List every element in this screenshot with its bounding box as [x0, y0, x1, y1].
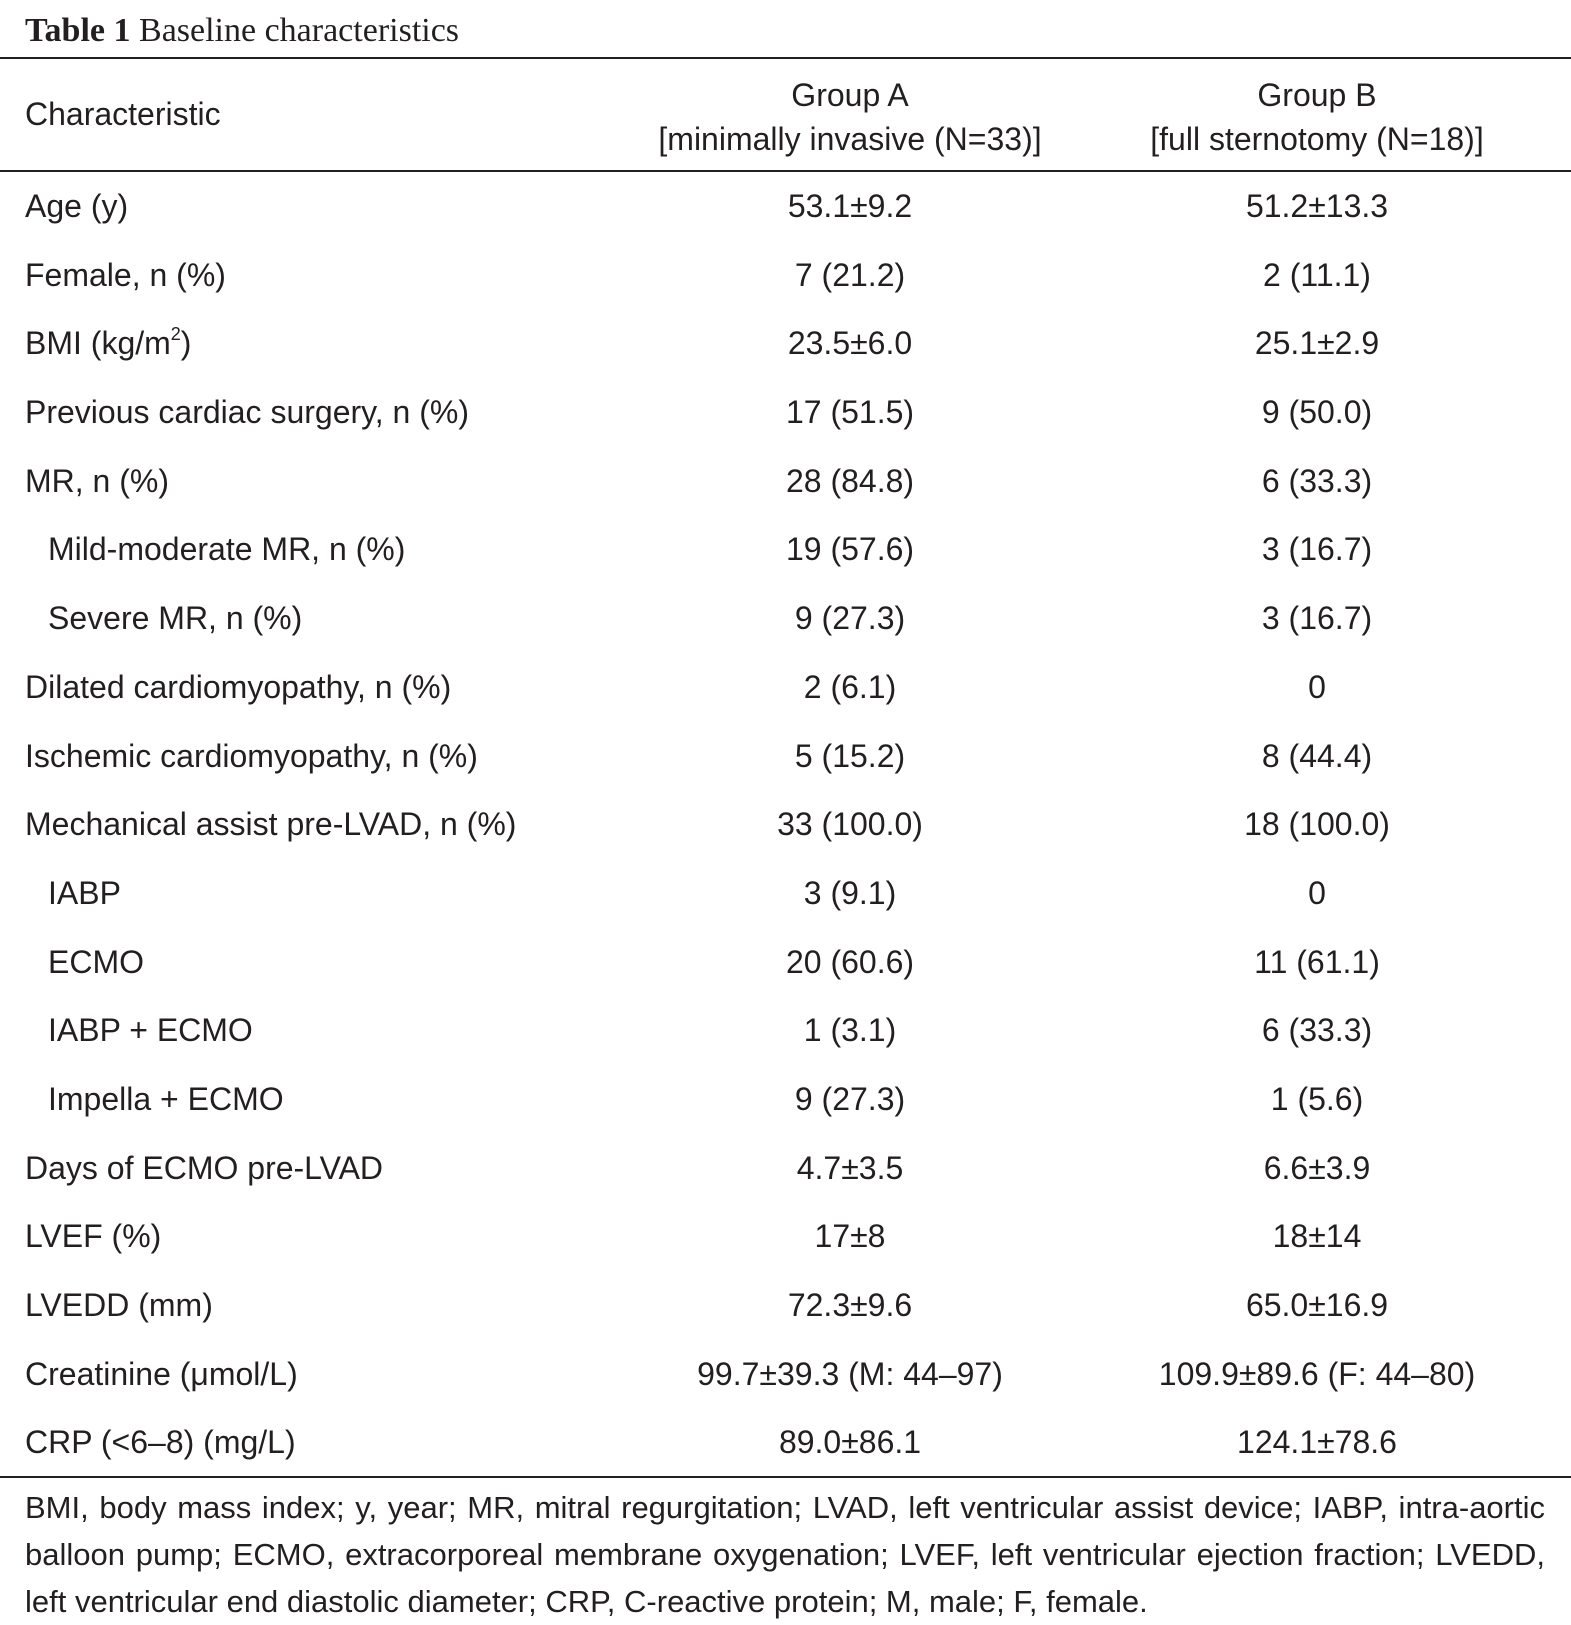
bottom-rule	[0, 1476, 1571, 1478]
table-row: IABP 3 (9.1) 0	[0, 859, 1571, 928]
row-group-b-value: 3 (16.7)	[1261, 600, 1373, 637]
row-group-a-value: 89.0±86.1	[778, 1424, 922, 1461]
row-group-b-value: 0	[1308, 874, 1326, 911]
row-group-a-value: 3 (9.1)	[803, 874, 897, 911]
row-group-a-value: 19 (57.6)	[785, 531, 915, 568]
row-characteristic: Severe MR, n (%)	[48, 600, 303, 637]
row-characteristic-suffix: )	[180, 325, 192, 362]
table-row: Previous cardiac surgery, n (%) 17 (51.5…	[0, 378, 1571, 447]
header-group-a-detail: [minimally invasive (N=33)]	[658, 121, 1042, 157]
row-group-b-value: 2 (11.1)	[1263, 256, 1371, 293]
table-row: Dilated cardiomyopathy, n (%) 2 (6.1) 0	[0, 653, 1571, 722]
row-group-a-value: 99.7±39.3 (M: 44–97)	[697, 1355, 1003, 1392]
table-footnote: BMI, body mass index; y, year; MR, mitra…	[25, 1490, 1545, 1619]
table-row: Ischemic cardiomyopathy, n (%) 5 (15.2) …	[0, 722, 1571, 791]
row-group-b-value: 109.9±89.6 (F: 44–80)	[1158, 1355, 1476, 1392]
table-row: Impella + ECMO 9 (27.3) 1 (5.6)	[0, 1065, 1571, 1134]
row-group-b-value: 51.2±13.3	[1245, 188, 1389, 224]
row-group-a-value: 28 (84.8)	[785, 462, 915, 499]
row-group-a-value: 17±8	[814, 1218, 886, 1255]
row-characteristic: Previous cardiac surgery, n (%)	[25, 394, 469, 431]
row-characteristic: MR, n (%)	[25, 462, 169, 499]
table-row: Days of ECMO pre-LVAD 4.7±3.5 6.6±3.9	[0, 1134, 1571, 1203]
row-characteristic: Creatinine (μmol/L)	[25, 1355, 298, 1392]
row-group-a-value: 17 (51.5)	[785, 394, 915, 431]
header-group-b-detail: [full sternotomy (N=18)]	[1150, 121, 1484, 157]
top-rule	[0, 57, 1571, 59]
row-characteristic-superscript: 2	[170, 324, 181, 345]
row-group-a-value: 5 (15.2)	[794, 737, 906, 774]
row-group-b-value: 6 (33.3)	[1261, 462, 1373, 499]
header-group-b: Group B [full sternotomy (N=18)]	[1082, 73, 1552, 161]
row-group-b-value: 65.0±16.9	[1245, 1287, 1389, 1323]
table-row: Severe MR, n (%) 9 (27.3) 3 (16.7)	[0, 584, 1571, 653]
row-group-a-value: 53.1±9.2	[787, 188, 913, 224]
table-row: Female, n (%) 7 (21.2) 2 (11.1)	[0, 241, 1571, 310]
row-group-b-value: 124.1±78.6	[1237, 1424, 1397, 1461]
row-group-a-value: 72.3±9.6	[787, 1287, 913, 1323]
table-label: Table 1	[25, 12, 131, 49]
row-group-b-value: 3 (16.7)	[1261, 531, 1373, 568]
row-group-b-value: 1 (5.6)	[1270, 1080, 1364, 1117]
row-characteristic: ECMO	[48, 943, 144, 980]
table-body: Age (y) 53.1±9.2 51.2±13.3 Female, n (%)…	[0, 172, 1571, 1477]
row-group-a-value: 23.5±6.0	[787, 325, 913, 362]
row-group-b-value: 0	[1308, 668, 1326, 705]
table-row: IABP + ECMO 1 (3.1) 6 (33.3)	[0, 996, 1571, 1065]
row-characteristic: LVEDD (mm)	[25, 1287, 213, 1323]
row-characteristic: Impella + ECMO	[48, 1080, 284, 1117]
row-group-b-value: 18 (100.0)	[1244, 806, 1390, 843]
header-group-a: Group A [minimally invasive (N=33)]	[615, 73, 1085, 161]
table-caption: Table 1 Baseline characteristics	[25, 6, 459, 56]
header-group-b-name: Group B	[1257, 77, 1377, 113]
row-characteristic: LVEF (%)	[25, 1218, 162, 1255]
header-group-a-name: Group A	[791, 77, 909, 113]
table-header: Characteristic Group A [minimally invasi…	[0, 59, 1571, 170]
row-characteristic: Age (y)	[25, 188, 129, 224]
row-group-a-value: 2 (6.1)	[803, 668, 897, 705]
row-characteristic: BMI (kg/m2)	[25, 309, 191, 378]
table-row: BMI (kg/m2) 23.5±6.0 25.1±2.9	[0, 309, 1571, 378]
row-characteristic: Female, n (%)	[25, 256, 226, 293]
row-group-a-value: 20 (60.6)	[785, 943, 915, 980]
row-group-b-value: 11 (61.1)	[1254, 943, 1380, 980]
row-group-b-value: 6.6±3.9	[1263, 1149, 1371, 1186]
table-title: Baseline characteristics	[139, 12, 460, 49]
row-group-a-value: 4.7±3.5	[796, 1149, 904, 1186]
row-group-b-value: 25.1±2.9	[1254, 325, 1380, 362]
row-group-a-value: 7 (21.2)	[794, 256, 906, 293]
row-characteristic: Mild-moderate MR, n (%)	[48, 531, 406, 568]
row-characteristic: Dilated cardiomyopathy, n (%)	[25, 668, 452, 705]
header-rule	[0, 170, 1571, 172]
row-characteristic: Ischemic cardiomyopathy, n (%)	[25, 737, 478, 774]
row-characteristic: IABP	[48, 874, 121, 911]
table-row: Mild-moderate MR, n (%) 19 (57.6) 3 (16.…	[0, 515, 1571, 584]
header-characteristic: Characteristic	[25, 96, 221, 132]
row-group-b-value: 18±14	[1272, 1218, 1362, 1255]
row-group-a-value: 1 (3.1)	[803, 1012, 897, 1049]
row-characteristic: Days of ECMO pre-LVAD	[25, 1149, 384, 1186]
row-characteristic-text: BMI (kg/m	[25, 325, 171, 362]
table-row: Creatinine (μmol/L) 99.7±39.3 (M: 44–97)…	[0, 1340, 1571, 1409]
row-group-b-value: 9 (50.0)	[1261, 394, 1373, 431]
table-row: MR, n (%) 28 (84.8) 6 (33.3)	[0, 447, 1571, 516]
row-group-b-value: 6 (33.3)	[1261, 1012, 1373, 1049]
table-row: Age (y) 53.1±9.2 51.2±13.3	[0, 172, 1571, 241]
table-row: CRP (<6–8) (mg/L) 89.0±86.1 124.1±78.6	[0, 1408, 1571, 1477]
table-row: ECMO 20 (60.6) 11 (61.1)	[0, 928, 1571, 997]
table-row: Mechanical assist pre-LVAD, n (%) 33 (10…	[0, 790, 1571, 859]
row-group-a-value: 9 (27.3)	[794, 600, 906, 637]
table-row: LVEDD (mm) 72.3±9.6 65.0±16.9	[0, 1271, 1571, 1340]
table-row: LVEF (%) 17±8 18±14	[0, 1202, 1571, 1271]
row-characteristic: Mechanical assist pre-LVAD, n (%)	[25, 806, 517, 843]
row-characteristic: CRP (<6–8) (mg/L)	[25, 1424, 296, 1461]
row-group-a-value: 9 (27.3)	[794, 1080, 906, 1117]
row-group-a-value: 33 (100.0)	[777, 806, 923, 843]
row-characteristic: IABP + ECMO	[48, 1012, 253, 1049]
row-group-b-value: 8 (44.4)	[1261, 737, 1373, 774]
